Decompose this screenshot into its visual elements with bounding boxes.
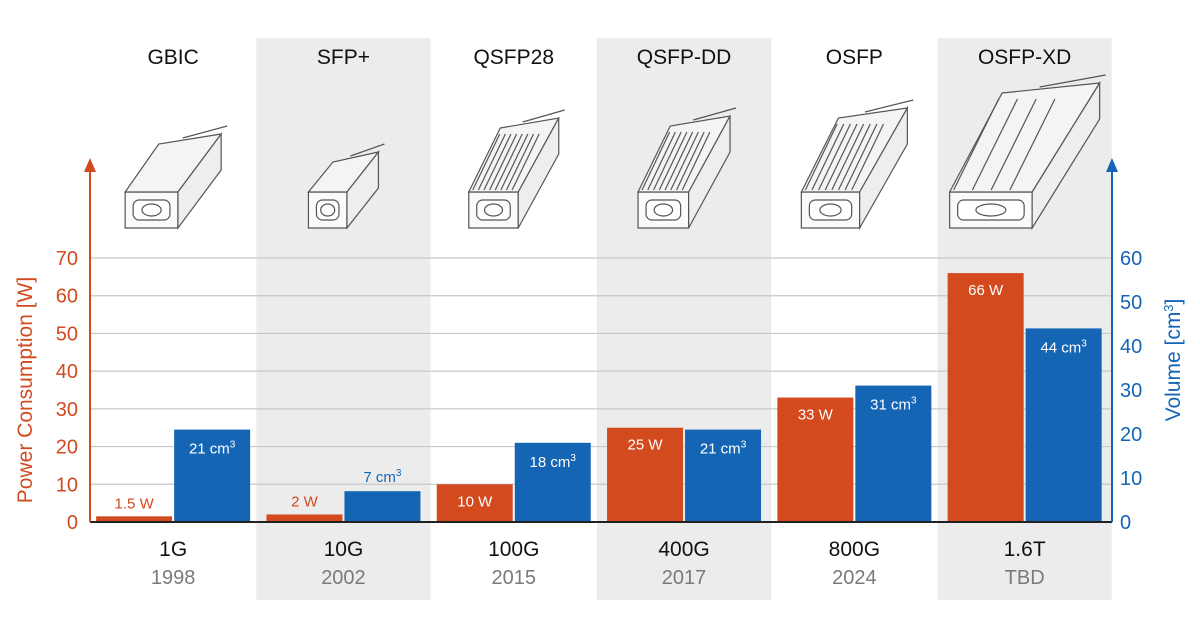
- sfp--module-icon: [307, 143, 385, 230]
- form-factor-label: QSFP28: [473, 46, 554, 69]
- volume-bar: [685, 429, 762, 522]
- left-tick-label: 20: [56, 437, 78, 459]
- form-factor-label: GBIC: [147, 46, 198, 69]
- power-data-label: 1.5 W: [115, 495, 155, 512]
- volume-data-label: 7 cm3: [363, 468, 402, 486]
- module-illustrations: [123, 74, 1106, 231]
- right-axis-arrow: [1106, 158, 1118, 172]
- qsfp28-module-icon: [467, 109, 565, 229]
- left-axis-title: Power Consumption [W]: [14, 277, 37, 503]
- right-tick-label: 40: [1120, 336, 1142, 358]
- form-factor-label: QSFP-DD: [637, 46, 732, 69]
- year-label: 1998: [151, 567, 196, 589]
- form-factor-label: OSFP-XD: [978, 46, 1071, 69]
- right-tick-label: 60: [1120, 248, 1142, 270]
- power-data-label: 33 W: [798, 407, 834, 424]
- volume-data-label: 18 cm3: [530, 453, 577, 471]
- speed-label: 10G: [324, 538, 364, 561]
- year-label: TBD: [1005, 567, 1045, 589]
- speed-label: 1.6T: [1004, 538, 1046, 561]
- osfp-module-icon: [800, 99, 914, 231]
- power-data-label: 66 W: [968, 282, 1004, 299]
- osfp-xd-module-icon: [948, 74, 1106, 231]
- power-data-label: 2 W: [291, 493, 319, 510]
- volume-bar: [1025, 328, 1102, 522]
- speed-label: 100G: [488, 538, 539, 561]
- volume-bar: [174, 429, 251, 522]
- speed-label: 1G: [159, 538, 187, 561]
- power-bar: [607, 427, 684, 522]
- left-tick-label: 10: [56, 474, 78, 496]
- right-tick-label: 50: [1120, 292, 1142, 314]
- volume-bar: [855, 385, 932, 522]
- gridlines: [90, 257, 1112, 485]
- year-label: 2024: [832, 567, 877, 589]
- volume-data-label: 31 cm3: [870, 396, 917, 414]
- right-tick-label: 20: [1120, 424, 1142, 446]
- labels: GBIC SFP+ QSFP28 QSFP-DD OSFP OSFP-XD 1.5 W 21 …: [14, 46, 1185, 589]
- gbic-module-icon: [123, 125, 228, 230]
- form-factor-label: SFP+: [317, 46, 370, 69]
- power-data-label: 25 W: [628, 437, 664, 454]
- speed-label: 400G: [658, 538, 709, 561]
- left-tick-label: 30: [56, 399, 78, 421]
- form-factor-label: OSFP: [826, 46, 883, 69]
- year-label: 2015: [492, 567, 537, 589]
- volume-bar: [344, 491, 421, 522]
- left-tick-label: 0: [67, 512, 78, 534]
- volume-data-label: 21 cm3: [700, 440, 747, 458]
- power-bar: [436, 484, 513, 522]
- right-tick-label: 0: [1120, 512, 1131, 534]
- year-label: 2002: [321, 567, 366, 589]
- volume-data-label: 21 cm3: [189, 440, 236, 458]
- left-tick-label: 50: [56, 323, 78, 345]
- speed-label: 800G: [829, 538, 880, 561]
- left-axis-arrow: [84, 158, 96, 172]
- power-bar: [947, 273, 1024, 522]
- left-tick-label: 70: [56, 248, 78, 270]
- left-tick-label: 40: [56, 361, 78, 383]
- power-bar: [96, 516, 173, 522]
- qsfp-dd-module-icon: [637, 107, 737, 229]
- volume-bar: [514, 442, 591, 522]
- power-bar: [777, 397, 854, 522]
- volume-data-label: 44 cm3: [1040, 338, 1087, 356]
- year-label: 2017: [662, 567, 707, 589]
- bars: [96, 273, 1102, 522]
- power-bar: [266, 514, 343, 522]
- right-tick-label: 30: [1120, 380, 1142, 402]
- power-data-label: 10 W: [457, 493, 493, 510]
- axes: [84, 158, 1118, 523]
- right-axis-title: Volume [cm3]: [1161, 299, 1185, 422]
- left-tick-label: 60: [56, 286, 78, 308]
- right-tick-label: 10: [1120, 468, 1142, 490]
